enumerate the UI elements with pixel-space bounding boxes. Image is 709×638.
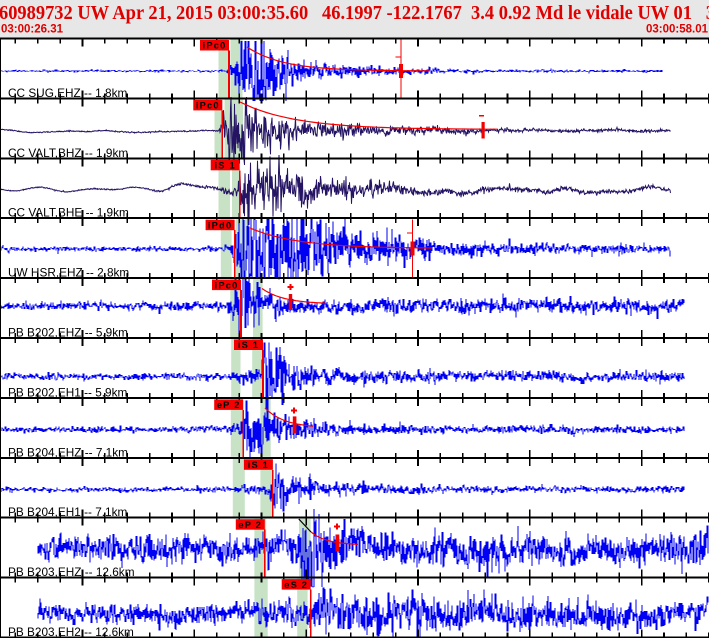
svg-text:iPd0: iPd0 (208, 220, 232, 230)
svg-text:PB B203,EH2 -- 12.6km: PB B203,EH2 -- 12.6km (8, 625, 134, 638)
svg-text:iPc0: iPc0 (203, 41, 227, 51)
svg-text:iPc0: iPc0 (196, 101, 220, 111)
svg-text:PB B204,EHZ -- 7.1km: PB B204,EHZ -- 7.1km (8, 445, 128, 459)
svg-text:PB B204,EH1 -- 7.1km: PB B204,EH1 -- 7.1km (8, 505, 128, 519)
svg-text:iS 1: iS 1 (248, 460, 269, 470)
svg-text:CC VALT,BHZ -- 1.9km: CC VALT,BHZ -- 1.9km (8, 146, 128, 160)
svg-text:eP 2: eP 2 (217, 400, 241, 410)
svg-text:CC SUG,EHZ -- 1.8km: CC SUG,EHZ -- 1.8km (8, 86, 127, 100)
svg-text:UW HSR,EHZ -- 2.8km: UW HSR,EHZ -- 2.8km (8, 266, 129, 280)
svg-text:60989732 UW Apr 21, 2015 03:00: 60989732 UW Apr 21, 2015 03:00:35.60 46.… (0, 3, 709, 24)
svg-text:PB B202,EH1 -- 5.9km: PB B202,EH1 -- 5.9km (8, 385, 128, 399)
svg-text:eP 2: eP 2 (238, 520, 262, 530)
svg-text:PB B202,EHZ -- 5.9km: PB B202,EHZ -- 5.9km (8, 326, 128, 340)
svg-text:iS 1: iS 1 (238, 340, 259, 350)
svg-text:03:00:26.31: 03:00:26.31 (1, 23, 64, 35)
svg-text:PB B203,EHZ -- 12.6km: PB B203,EHZ -- 12.6km (8, 565, 135, 579)
svg-text:CC VALT,BHE -- 1.9km: CC VALT,BHE -- 1.9km (8, 206, 129, 220)
svg-text:iPc0: iPc0 (215, 280, 239, 290)
svg-text:03:00:58.01: 03:00:58.01 (646, 23, 709, 35)
svg-text:iS 1: iS 1 (215, 161, 236, 171)
svg-text:eS 2: eS 2 (284, 580, 308, 590)
